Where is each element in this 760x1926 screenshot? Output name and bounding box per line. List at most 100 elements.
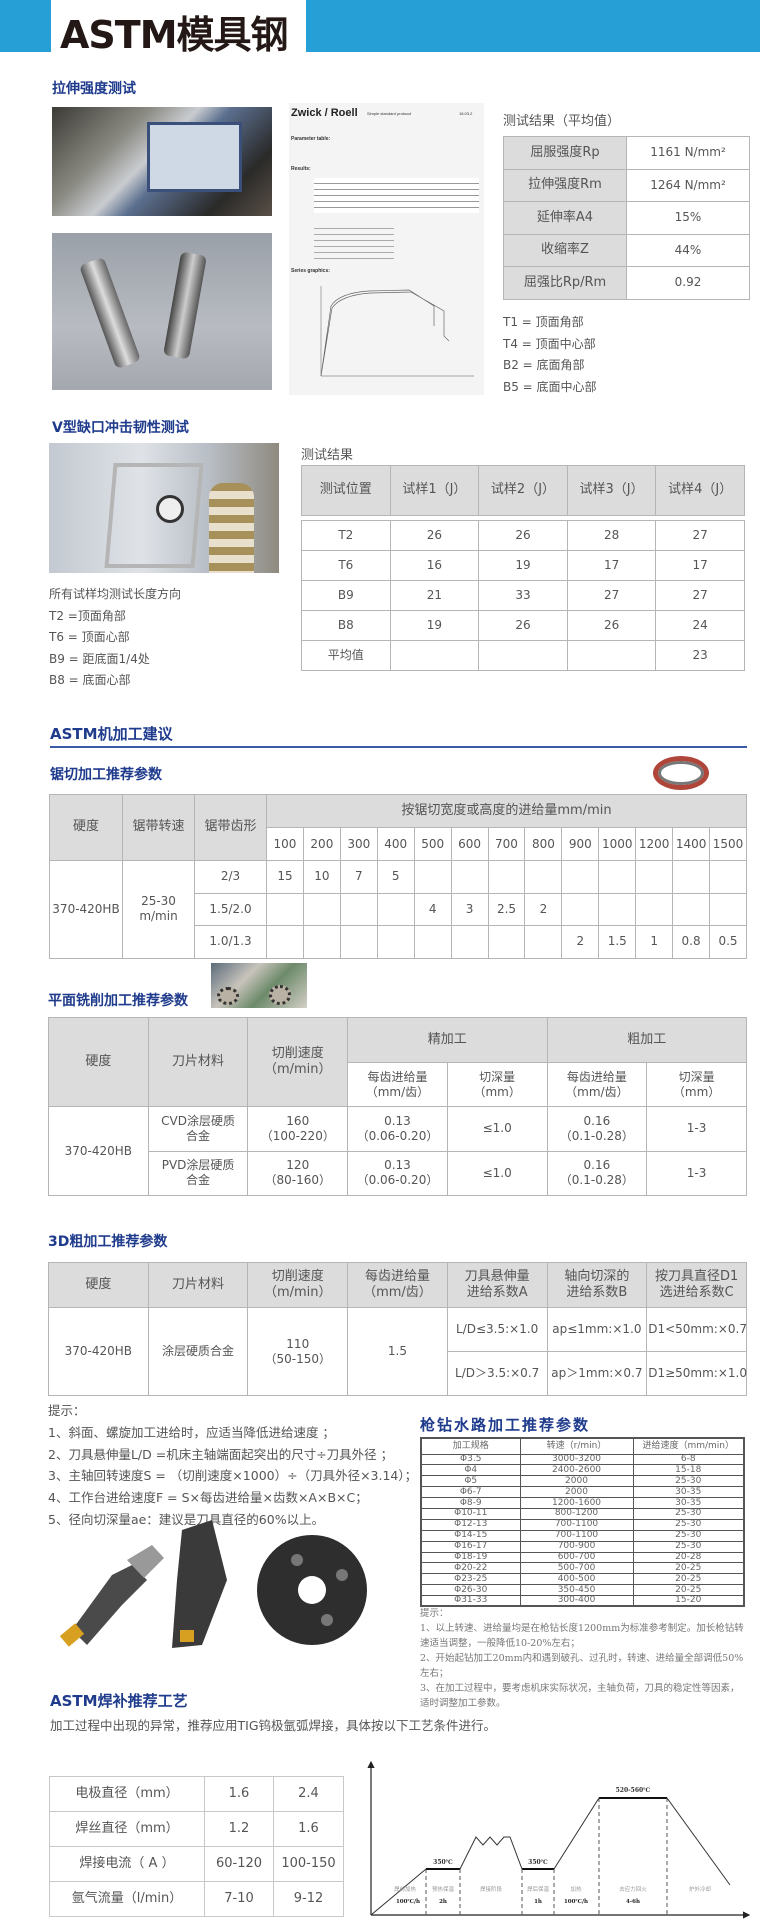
tip-item: 3、主轴回转速度S = （切削速度×1000）÷（刀具外径×3.14）； bbox=[48, 1468, 418, 1484]
column-header: 锯带齿形 bbox=[194, 794, 267, 861]
table-row: Φ12-13 700-1100 25-30 bbox=[420, 1518, 745, 1531]
feed-value: 2 bbox=[524, 892, 563, 926]
position-label: B9 bbox=[301, 580, 391, 611]
note-line: 2、开始起钻加工20mm内和遇到破孔、过孔时，转速、进给量全部调低50%左右； bbox=[420, 1653, 744, 1679]
table-cell: 20-25 bbox=[632, 1573, 745, 1586]
position-label: B8 bbox=[301, 610, 391, 641]
weld-value: 7-10 bbox=[204, 1881, 274, 1917]
feed-value: 1 bbox=[635, 925, 674, 959]
table-cell: 30-35 bbox=[632, 1497, 745, 1509]
table-cell: 1200-1600 bbox=[519, 1497, 634, 1509]
impact-value: 19 bbox=[389, 610, 480, 641]
column-header: 试样3（J） bbox=[566, 465, 657, 516]
stage-name: 焊接阶段 bbox=[480, 1885, 503, 1893]
stage-name: 加热 bbox=[570, 1885, 582, 1893]
table-row: 氩气流量（l/min） 7-10 9-12 bbox=[49, 1881, 344, 1917]
feed-value bbox=[524, 860, 563, 894]
welding-description: 加工过程中出现的异常，推荐应用TIG钨极氩弧焊接，具体按以下工艺条件进行。 bbox=[50, 1718, 497, 1733]
table-cell: 25-30 bbox=[632, 1540, 745, 1553]
table-row: T2 26 26 28 27 bbox=[301, 520, 745, 551]
impact-results-table: T2 26 26 28 27 T6 16 19 17 17 B9 21 33 27 27 B8 19 26 26 24… bbox=[301, 520, 745, 671]
column-header: 切削速度 （m/min） bbox=[247, 1262, 349, 1308]
tip-item: 4、工作台进给速度F = S×每齿进给量×齿数×A×B×C； bbox=[48, 1490, 368, 1506]
table-row: 每齿进给量 （mm/齿） 切深量 （mm） 每齿进给量 （mm/齿） 切深量 （mm） bbox=[49, 1062, 747, 1107]
subheader: 每齿进给量 （mm/齿） bbox=[546, 1062, 648, 1107]
table-cell: Φ3.5 bbox=[420, 1453, 521, 1466]
table-row: 加工规格 转速（r/min） 进给速度（mm/min） bbox=[420, 1437, 745, 1455]
stage-value: 100℃/h bbox=[564, 1898, 588, 1905]
result-label: 屈服强度Rp bbox=[503, 136, 627, 170]
impact-value: 24 bbox=[655, 610, 745, 641]
table-cell: 精加工 bbox=[347, 1017, 548, 1063]
subheader: 切深量 （mm） bbox=[646, 1062, 747, 1107]
tensile-machine-photo bbox=[52, 107, 272, 216]
milling-value: ≤1.0 bbox=[446, 1106, 548, 1152]
impact-value: 23 bbox=[655, 640, 745, 671]
result-value: 15% bbox=[626, 201, 750, 235]
column-header: 按锯切宽度或高度的进给量mm/min bbox=[266, 794, 747, 828]
table-cell: Φ16-17 bbox=[420, 1540, 521, 1553]
feed-value bbox=[413, 925, 452, 959]
end-mill-icon bbox=[172, 1520, 227, 1648]
table-row: Φ6-7 2000 30-35 bbox=[420, 1486, 745, 1499]
column-header: 试样1（J） bbox=[389, 465, 480, 516]
milling-cutter-image bbox=[211, 963, 307, 1008]
result-label: 延伸率A4 bbox=[503, 201, 627, 235]
gundrill-heading: 枪钻水路加工推荐参数 bbox=[420, 1416, 591, 1434]
feed-value: 0.8 bbox=[672, 925, 711, 959]
tensile-results-heading: 测试结果（平均值） bbox=[503, 114, 621, 129]
impact-header-table: 测试位置 试样1（J） 试样2（J） 试样3（J） 试样4（J） bbox=[301, 465, 745, 516]
tip-item: 2、刀具悬伸量L/D =机床主轴端面起突出的尺寸÷刀具外径 ； bbox=[48, 1446, 394, 1462]
table-row: 硬度 刀片材料 切削速度 （m/min） 精加工 粗加工 bbox=[48, 1017, 748, 1107]
impact-value: 17 bbox=[566, 550, 657, 581]
table-row: 电极直径（mm） 1.6 2.4 bbox=[49, 1776, 344, 1812]
table-cell: 700-900 bbox=[519, 1540, 634, 1553]
table-cell: 粗加工 bbox=[546, 1017, 748, 1063]
table-cell: 硬度 bbox=[48, 1017, 149, 1107]
rough3d-heading: 3D粗加工推荐参数 bbox=[48, 1234, 168, 1250]
tensile-results-table: 屈服强度Rp 1161 N/mm² 拉伸强度Rm 1264 N/mm² 延伸率A4 15%… bbox=[503, 136, 750, 300]
table-cell: Φ10-11 bbox=[420, 1507, 521, 1520]
legend-item: T4 = 顶面中心部 bbox=[503, 336, 596, 351]
feed-value bbox=[376, 892, 415, 926]
feed-value bbox=[635, 860, 674, 894]
stage-value: 4-6h bbox=[626, 1899, 640, 1905]
width-header: 500 bbox=[413, 827, 452, 861]
width-header: 900 bbox=[561, 827, 600, 861]
impact-tester-photo bbox=[49, 443, 279, 573]
protocol-param-label: Parameter table: bbox=[291, 136, 331, 142]
milling-value: 1-3 bbox=[646, 1106, 747, 1152]
table-cell: Φ18-19 bbox=[420, 1551, 521, 1564]
impact-value: 26 bbox=[478, 610, 568, 641]
weld-value: 1.2 bbox=[204, 1811, 274, 1847]
feed-value bbox=[487, 860, 526, 894]
table-cell: L/D≤3.5:×1.0 bbox=[446, 1307, 548, 1352]
table-row: 屈强比Rp/Rm 0.92 bbox=[503, 266, 750, 300]
width-header: 1400 bbox=[672, 827, 711, 861]
feed-value: 10 bbox=[302, 860, 341, 894]
result-value: 1264 N/mm² bbox=[626, 168, 750, 202]
table-cell: Φ31-33 bbox=[420, 1595, 521, 1607]
title-box bbox=[51, 0, 306, 52]
milling-table: 硬度 刀片材料 切削速度 （m/min） 精加工 粗加工 每齿进给量 （mm/齿） 切深量 … bbox=[48, 1017, 748, 1196]
table-cell: 15-18 bbox=[632, 1464, 745, 1477]
width-header: 800 bbox=[524, 827, 563, 861]
welding-table: 电极直径（mm） 1.6 2.4 焊丝直径（mm） 1.2 1.6 焊接电流（ A ） 60-… bbox=[49, 1776, 344, 1917]
impact-value: 19 bbox=[478, 550, 568, 581]
gundrill-notes: 提示： 1、以上转速、进给量均是在枪钻长度1200mm为标准参考制定。加长枪钻转… bbox=[420, 1606, 745, 1711]
feed-value bbox=[376, 925, 415, 959]
impact-value: 27 bbox=[655, 580, 745, 611]
hardness-cell: 370-420HB bbox=[48, 1106, 149, 1196]
feed-value: 4 bbox=[413, 892, 452, 926]
table-row: L/D＞3.5:×0.7 ap＞1mm:×0.7 D1≥50mm:×1.0 bbox=[49, 1351, 747, 1396]
impact-value: 21 bbox=[389, 580, 480, 611]
table-cell: 20-25 bbox=[632, 1584, 745, 1597]
specimen-photo bbox=[52, 233, 272, 390]
table-row: 焊接电流（ A ） 60-120 100-150 bbox=[49, 1846, 344, 1882]
table-cell: 15-20 bbox=[632, 1595, 745, 1607]
column-header: 每齿进给量 （mm/齿） bbox=[347, 1262, 448, 1308]
weld-value: 60-120 bbox=[204, 1846, 274, 1882]
feed-value bbox=[266, 925, 304, 959]
machine-frame bbox=[104, 463, 204, 568]
feed-value: 5 bbox=[376, 860, 415, 894]
